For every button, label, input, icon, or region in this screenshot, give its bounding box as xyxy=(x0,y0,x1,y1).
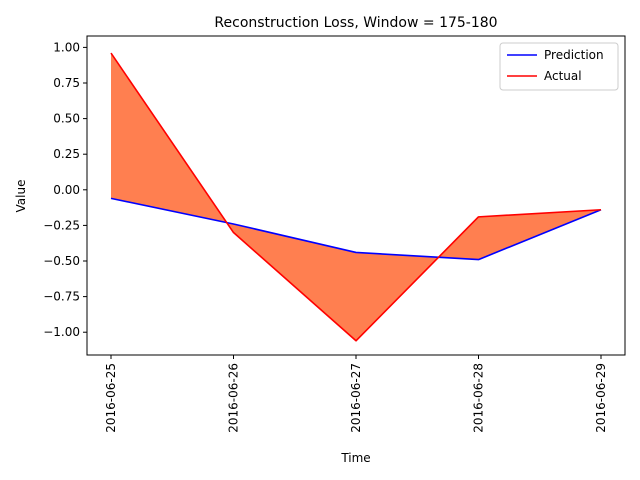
x-tick-label: 2016-06-25 xyxy=(104,363,118,433)
y-axis-label: Value xyxy=(14,180,28,213)
x-tick-label: 2016-06-27 xyxy=(349,363,363,433)
x-axis-label: Time xyxy=(340,451,370,465)
series-line-actual xyxy=(110,52,602,342)
y-tick-label: −0.75 xyxy=(43,290,80,304)
y-tick-label: 1.00 xyxy=(53,40,80,54)
plot-area xyxy=(110,52,602,342)
y-tick-label: 0.00 xyxy=(53,183,80,197)
x-axis: 2016-06-25 2016-06-26 2016-06-27 2016-06-28… xyxy=(104,355,608,433)
y-tick-label: 0.50 xyxy=(53,112,80,126)
y-tick-label: 0.25 xyxy=(53,147,80,161)
y-tick-label: −0.25 xyxy=(43,218,80,232)
legend: Prediction Actual xyxy=(499,42,619,91)
y-tick-label: −1.00 xyxy=(43,325,80,339)
chart-title: Reconstruction Loss, Window = 175-180 xyxy=(214,15,497,31)
legend-label-actual: Actual xyxy=(544,69,582,83)
y-axis: 1.00 0.75 0.50 0.25 0.00 −0.25 −0.50 −0.75 −1.00 xyxy=(43,40,87,339)
series-line-prediction xyxy=(110,197,602,261)
fill-between-area xyxy=(111,53,601,341)
y-tick-label: −0.50 xyxy=(43,254,80,268)
x-tick-label: 2016-06-28 xyxy=(472,363,486,433)
x-tick-label: 2016-06-29 xyxy=(594,363,608,433)
y-tick-label: 0.75 xyxy=(53,76,80,90)
legend-label-prediction: Prediction xyxy=(544,48,604,62)
x-tick-label: 2016-06-26 xyxy=(227,363,241,433)
